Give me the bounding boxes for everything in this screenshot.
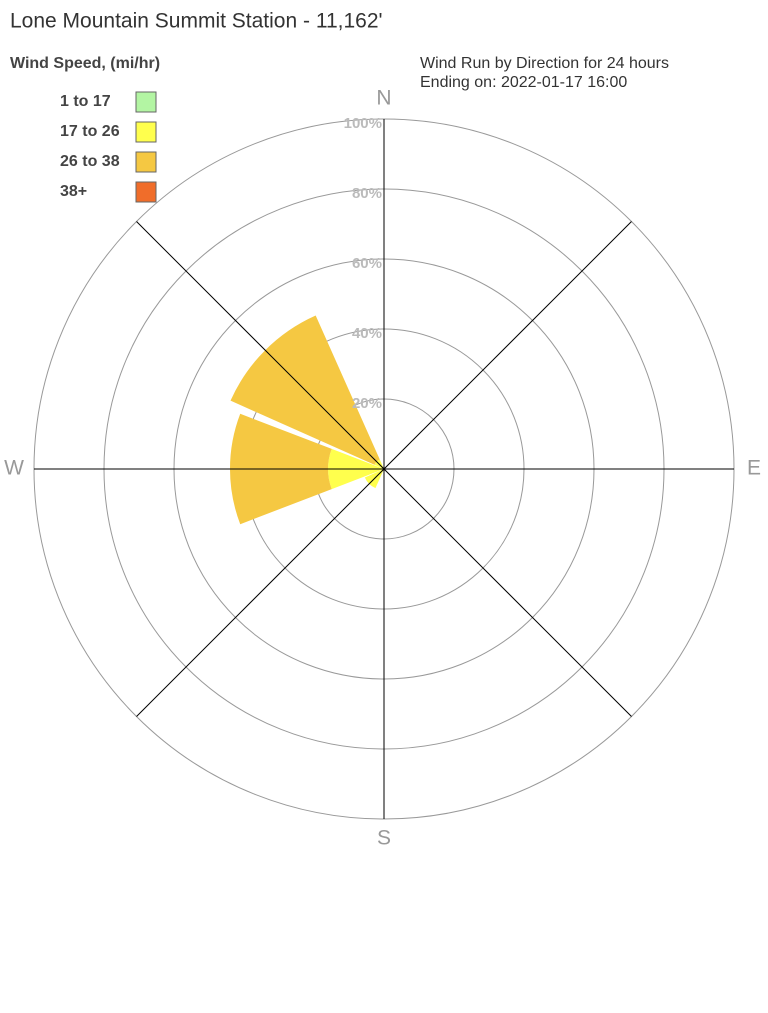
subtitle: Ending on: 2022-01-17 16:00	[420, 74, 627, 91]
r-tick-label: 100%	[344, 115, 382, 132]
r-tick-label: 20%	[352, 395, 382, 412]
r-tick-label: 80%	[352, 185, 382, 202]
chart-title: Lone Mountain Summit Station - 11,162'	[10, 10, 383, 33]
subtitle: Wind Run by Direction for 24 hours	[420, 55, 669, 72]
r-tick-label: 40%	[352, 325, 382, 342]
legend-swatch	[135, 91, 157, 113]
direction-label: N	[376, 87, 391, 110]
legend-swatch	[135, 121, 157, 143]
r-tick-label: 60%	[352, 255, 382, 272]
legend-label: 1 to 17	[60, 93, 111, 110]
legend-label: 38+	[60, 183, 87, 200]
direction-label: S	[377, 827, 391, 850]
direction-label: W	[4, 457, 24, 480]
legend-swatch	[135, 151, 157, 173]
legend-label: 17 to 26	[60, 123, 120, 140]
direction-label: E	[747, 457, 761, 480]
legend-title: Wind Speed, (mi/hr)	[10, 55, 160, 72]
legend-label: 26 to 38	[60, 153, 120, 170]
spoke	[136, 221, 632, 717]
legend-swatch	[135, 181, 157, 203]
